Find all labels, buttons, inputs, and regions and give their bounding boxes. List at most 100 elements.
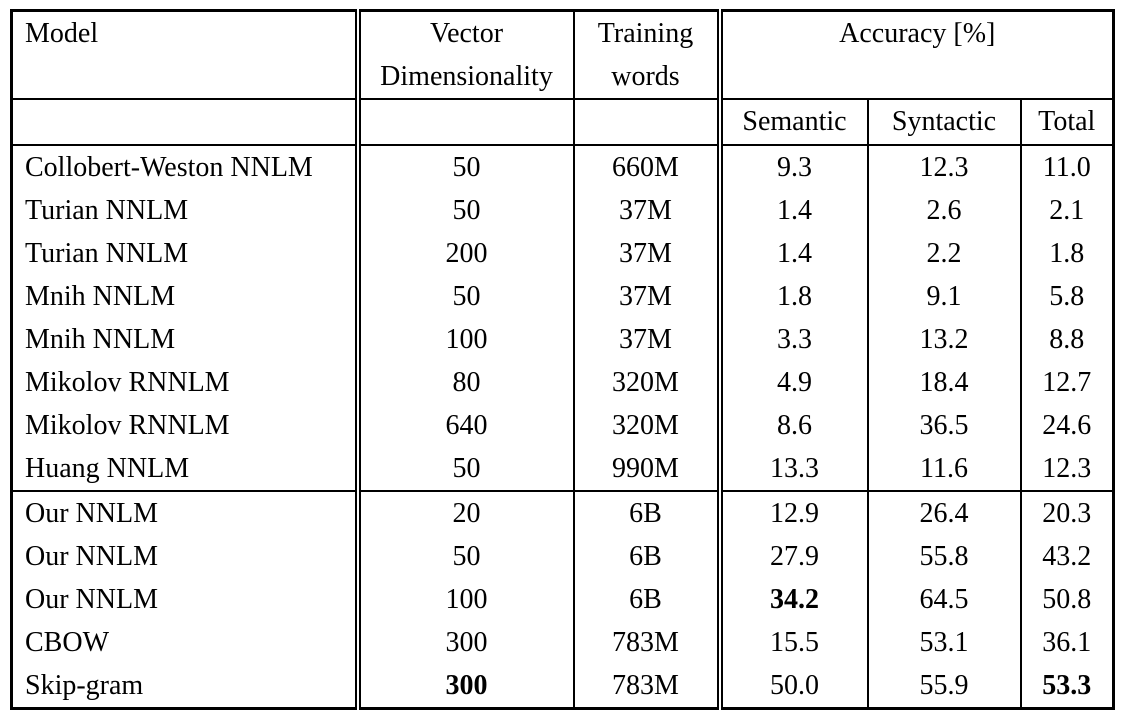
syntactic-cell: 55.9	[867, 664, 1022, 709]
header-syntactic: Syntactic	[867, 99, 1022, 146]
header-spacer-model	[11, 99, 361, 146]
dimensionality-cell: 80	[357, 361, 575, 404]
model-cell: Our NNLM	[11, 578, 361, 621]
syntactic-cell: 26.4	[867, 491, 1022, 535]
total-cell: 12.3	[1042, 452, 1092, 484]
table-row: Mnih NNLM 50 37M 1.8 9.1 5.8	[11, 275, 1114, 318]
table-row: Turian NNLM 200 37M 1.4 2.2 1.8	[11, 232, 1114, 275]
dimensionality-cell: 300	[357, 664, 575, 709]
header-accuracy-group: Accuracy [%]	[719, 10, 1114, 100]
model-cell: Our NNLM	[11, 491, 361, 535]
header-spacer-dimensionality	[357, 99, 575, 146]
semantic-cell: 9.3	[719, 145, 869, 189]
semantic-cell: 50.0	[719, 664, 869, 709]
semantic-cell: 27.9	[719, 535, 869, 578]
training-words-cell: 37M	[573, 189, 723, 232]
dimensionality-cell: 20	[357, 491, 575, 535]
total-cell: 43.2	[1042, 540, 1092, 572]
our-models-group: Our NNLM 20 6B 12.9 26.4 20.3 Our NNLM 50 6B 27.9…	[11, 491, 1114, 709]
syntactic-cell: 36.5	[867, 404, 1022, 447]
dimensionality-cell: 640	[357, 404, 575, 447]
dimensionality-cell: 100	[357, 318, 575, 361]
total-cell: 11.0	[1042, 151, 1091, 183]
training-words-cell: 783M	[573, 664, 723, 709]
model-cell: Mnih NNLM	[11, 275, 361, 318]
header-spacer-training	[573, 99, 723, 146]
semantic-cell: 1.4	[719, 189, 869, 232]
training-words-cell: 990M	[573, 447, 723, 491]
dimensionality-cell: 50	[357, 447, 575, 491]
dimensionality-cell: 50	[357, 189, 575, 232]
total-cell: 2.1	[1049, 194, 1085, 226]
syntactic-cell: 53.1	[867, 621, 1022, 664]
table-row: Mikolov RNNLM 80 320M 4.9 18.4 12.7	[11, 361, 1114, 404]
model-cell: CBOW	[11, 621, 361, 664]
syntactic-cell: 64.5	[867, 578, 1022, 621]
table-row: Skip-gram 300 783M 50.0 55.9 53.3	[11, 664, 1114, 709]
header-vector-line1: Vector	[429, 18, 504, 49]
training-words-cell: 37M	[573, 232, 723, 275]
total-cell: 12.7	[1042, 366, 1092, 398]
total-cell: 50.8	[1042, 583, 1092, 615]
header-vector-dimensionality: Vector Dimensionality	[357, 10, 575, 100]
table-row: Huang NNLM 50 990M 13.3 11.6 12.3	[11, 447, 1114, 491]
dimensionality-cell: 100	[357, 578, 575, 621]
semantic-cell: 1.8	[719, 275, 869, 318]
model-cell: Skip-gram	[11, 664, 361, 709]
table-row: Collobert-Weston NNLM 50 660M 9.3 12.3 11.0	[11, 145, 1114, 189]
model-cell: Turian NNLM	[11, 232, 361, 275]
semantic-cell: 12.9	[719, 491, 869, 535]
model-cell: Mikolov RNNLM	[11, 404, 361, 447]
training-words-cell: 320M	[573, 361, 723, 404]
header-semantic: Semantic	[719, 99, 869, 146]
model-cell: Our NNLM	[11, 535, 361, 578]
header-total: Total	[1020, 99, 1114, 146]
training-words-cell: 660M	[573, 145, 723, 189]
training-words-cell: 37M	[573, 318, 723, 361]
syntactic-cell: 12.3	[867, 145, 1022, 189]
table-row: Our NNLM 20 6B 12.9 26.4 20.3	[11, 491, 1114, 535]
semantic-cell: 1.4	[719, 232, 869, 275]
model-cell: Turian NNLM	[11, 189, 361, 232]
syntactic-cell: 2.6	[867, 189, 1022, 232]
model-cell: Mikolov RNNLM	[11, 361, 361, 404]
model-cell: Mnih NNLM	[11, 318, 361, 361]
results-table: Model Vector Dimensionality Training wor…	[10, 9, 1115, 710]
model-cell: Collobert-Weston NNLM	[11, 145, 361, 189]
table-row: Our NNLM 100 6B 34.2 64.5 50.8	[11, 578, 1114, 621]
total-cell: 53.3	[1042, 669, 1092, 701]
syntactic-cell: 2.2	[867, 232, 1022, 275]
dimensionality-cell: 300	[357, 621, 575, 664]
table-row: Our NNLM 50 6B 27.9 55.8 43.2	[11, 535, 1114, 578]
syntactic-cell: 11.6	[867, 447, 1022, 491]
training-words-cell: 37M	[573, 275, 723, 318]
training-words-cell: 6B	[573, 578, 723, 621]
training-words-cell: 783M	[573, 621, 723, 664]
header-training-line1: Training	[597, 18, 694, 49]
baseline-models-group: Collobert-Weston NNLM 50 660M 9.3 12.3 11.0 Tu…	[11, 145, 1114, 491]
table-row: Mikolov RNNLM 640 320M 8.6 36.5 24.6	[11, 404, 1114, 447]
dimensionality-cell: 50	[357, 535, 575, 578]
header-row-sub: Semantic Syntactic Total	[11, 99, 1114, 146]
header-training-line2: words	[611, 61, 680, 92]
semantic-cell: 15.5	[719, 621, 869, 664]
total-cell: 8.8	[1049, 323, 1085, 355]
training-words-cell: 6B	[573, 491, 723, 535]
header-model: Model	[11, 10, 361, 100]
syntactic-cell: 13.2	[867, 318, 1022, 361]
total-cell: 20.3	[1042, 497, 1092, 529]
total-cell: 5.8	[1049, 280, 1085, 312]
semantic-cell: 4.9	[719, 361, 869, 404]
syntactic-cell: 18.4	[867, 361, 1022, 404]
table-row: Mnih NNLM 100 37M 3.3 13.2 8.8	[11, 318, 1114, 361]
table-row: Turian NNLM 50 37M 1.4 2.6 2.1	[11, 189, 1114, 232]
total-cell: 1.8	[1049, 237, 1085, 269]
semantic-cell: 34.2	[719, 578, 869, 621]
table-row: CBOW 300 783M 15.5 53.1 36.1	[11, 621, 1114, 664]
total-cell: 24.6	[1042, 409, 1092, 441]
semantic-cell: 8.6	[719, 404, 869, 447]
semantic-cell: 3.3	[719, 318, 869, 361]
syntactic-cell: 9.1	[867, 275, 1022, 318]
syntactic-cell: 55.8	[867, 535, 1022, 578]
training-words-cell: 320M	[573, 404, 723, 447]
